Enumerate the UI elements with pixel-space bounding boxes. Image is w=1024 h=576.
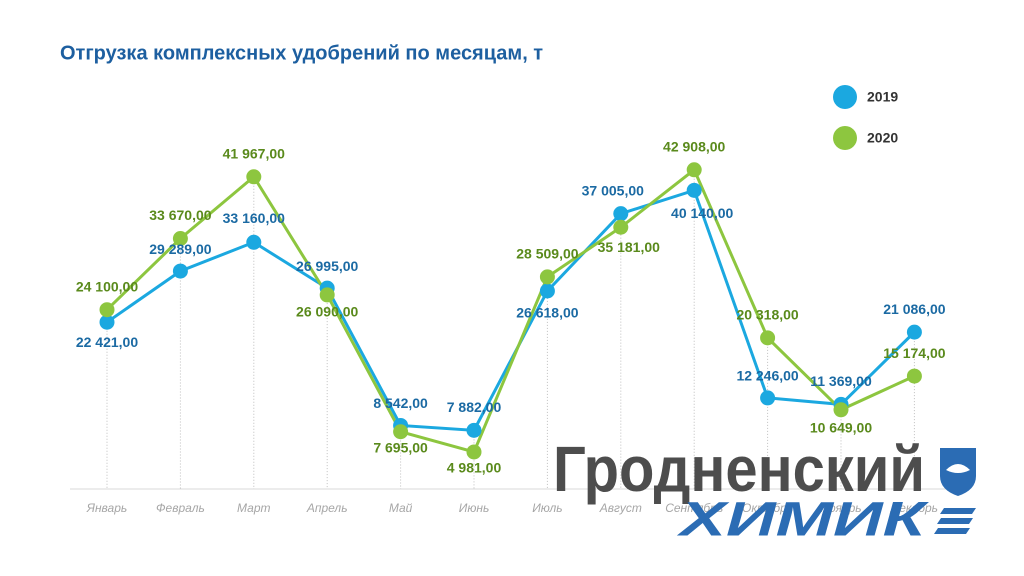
data-label: 33 160,00 (223, 210, 285, 226)
x-tick-label: Март (237, 501, 270, 515)
x-tick-label: Декабрь (889, 501, 938, 515)
data-label: 33 670,00 (149, 207, 211, 223)
data-label: 35 181,00 (598, 239, 660, 255)
data-point (833, 402, 849, 418)
logo-stripes (934, 508, 976, 534)
data-label: 22 421,00 (76, 334, 138, 350)
data-point (246, 169, 262, 185)
data-point (99, 314, 115, 330)
data-label: 8 542,00 (373, 395, 428, 411)
legend-label: 2019 (867, 89, 898, 105)
data-point (539, 269, 555, 285)
data-label: 26 090,00 (296, 304, 358, 320)
data-label: 20 318,00 (736, 307, 798, 323)
x-tick-label: Февраль (156, 501, 205, 515)
data-label: 42 908,00 (663, 138, 725, 154)
data-point (686, 162, 702, 178)
x-tick-label: Январь (86, 501, 127, 515)
logo: Гродненский ХИМИК (553, 433, 976, 547)
legend-label: 2020 (867, 130, 898, 146)
data-point (99, 302, 115, 318)
data-point (906, 368, 922, 384)
data-label: 4 981,00 (447, 460, 502, 476)
data-point (760, 390, 776, 406)
data-label: 7 882,00 (447, 399, 502, 415)
data-label: 21 086,00 (883, 301, 945, 317)
legend-marker (833, 85, 857, 109)
data-label: 40 140,00 (671, 205, 733, 221)
legend-marker (833, 126, 857, 150)
data-label: 12 246,00 (736, 368, 798, 384)
data-label: 10 649,00 (810, 419, 872, 435)
data-point (466, 444, 482, 460)
x-tick-label: Август (599, 501, 642, 515)
data-point (172, 263, 188, 279)
logo-text: ХИМИК (676, 494, 930, 547)
data-label: 41 967,00 (223, 145, 285, 161)
data-point (539, 283, 555, 299)
x-tick-label: Апрель (306, 501, 348, 515)
x-tick-label: Октябрь (742, 501, 793, 515)
x-tick-label: Июнь (459, 501, 490, 515)
data-label: 29 289,00 (149, 241, 211, 257)
data-label: 24 100,00 (76, 278, 138, 294)
logo-emblem-detail (946, 464, 970, 473)
data-point (686, 182, 702, 198)
chart-title: Отгрузка комплексных удобрений по месяца… (60, 42, 543, 64)
data-point (613, 206, 629, 222)
data-label: 37 005,00 (582, 182, 644, 198)
x-tick-label: Май (389, 501, 413, 515)
data-point (172, 230, 188, 246)
x-tick-label: Ноябрь (820, 501, 861, 515)
data-point (906, 324, 922, 340)
x-tick-label: Сентябрь (665, 501, 723, 515)
data-point (613, 219, 629, 235)
data-label: 11 369,00 (810, 373, 872, 389)
data-point (760, 330, 776, 346)
data-point (466, 422, 482, 438)
data-label: 28 509,00 (516, 246, 578, 262)
data-label: 15 174,00 (883, 345, 945, 361)
logo-text: Гродненский (553, 433, 925, 505)
data-point (393, 424, 409, 440)
data-label: 26 618,00 (516, 305, 578, 321)
data-point (246, 234, 262, 250)
data-point (319, 287, 335, 303)
x-tick-label: Июль (532, 501, 562, 515)
series-line (105, 167, 916, 454)
data-label: 26 995,00 (296, 258, 358, 274)
data-label: 7 695,00 (373, 439, 428, 455)
